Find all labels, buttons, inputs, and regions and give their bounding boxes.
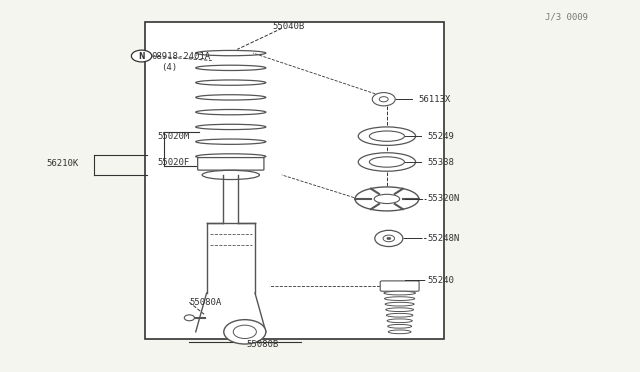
- Ellipse shape: [358, 153, 415, 171]
- Text: 55080B: 55080B: [246, 340, 279, 349]
- Circle shape: [233, 325, 257, 339]
- Bar: [145, 22, 444, 339]
- Text: 55320N: 55320N: [427, 195, 460, 203]
- Text: 08918-2401A: 08918-2401A: [151, 52, 211, 61]
- FancyBboxPatch shape: [380, 281, 419, 291]
- Ellipse shape: [387, 313, 413, 317]
- Ellipse shape: [355, 187, 419, 211]
- Circle shape: [383, 235, 394, 242]
- Text: 55338: 55338: [427, 157, 454, 167]
- Circle shape: [380, 97, 388, 102]
- Text: 55040B: 55040B: [272, 22, 304, 31]
- Circle shape: [131, 50, 152, 62]
- Circle shape: [184, 315, 195, 321]
- Ellipse shape: [385, 302, 414, 306]
- Ellipse shape: [369, 157, 404, 167]
- Ellipse shape: [387, 319, 412, 323]
- Text: 55240: 55240: [427, 276, 454, 285]
- Text: (4): (4): [161, 63, 177, 72]
- Text: 55020M: 55020M: [157, 132, 189, 141]
- Text: J/3 0009: J/3 0009: [545, 13, 588, 22]
- Ellipse shape: [374, 194, 399, 203]
- Ellipse shape: [388, 324, 412, 328]
- Text: 56113X: 56113X: [419, 95, 451, 104]
- Ellipse shape: [385, 297, 415, 301]
- Text: N: N: [138, 52, 145, 61]
- Ellipse shape: [386, 308, 413, 311]
- Text: 55249: 55249: [427, 132, 454, 141]
- Ellipse shape: [202, 170, 259, 180]
- Circle shape: [372, 93, 395, 106]
- Text: 55080A: 55080A: [189, 298, 221, 307]
- Text: 55248N: 55248N: [427, 234, 460, 243]
- Ellipse shape: [388, 330, 411, 334]
- Text: 55020F: 55020F: [157, 157, 189, 167]
- Text: 56210K: 56210K: [46, 159, 78, 169]
- Circle shape: [375, 230, 403, 247]
- Ellipse shape: [369, 131, 404, 141]
- Ellipse shape: [358, 127, 415, 145]
- Circle shape: [224, 320, 266, 344]
- Circle shape: [387, 237, 391, 240]
- Ellipse shape: [384, 291, 415, 295]
- FancyBboxPatch shape: [198, 158, 264, 170]
